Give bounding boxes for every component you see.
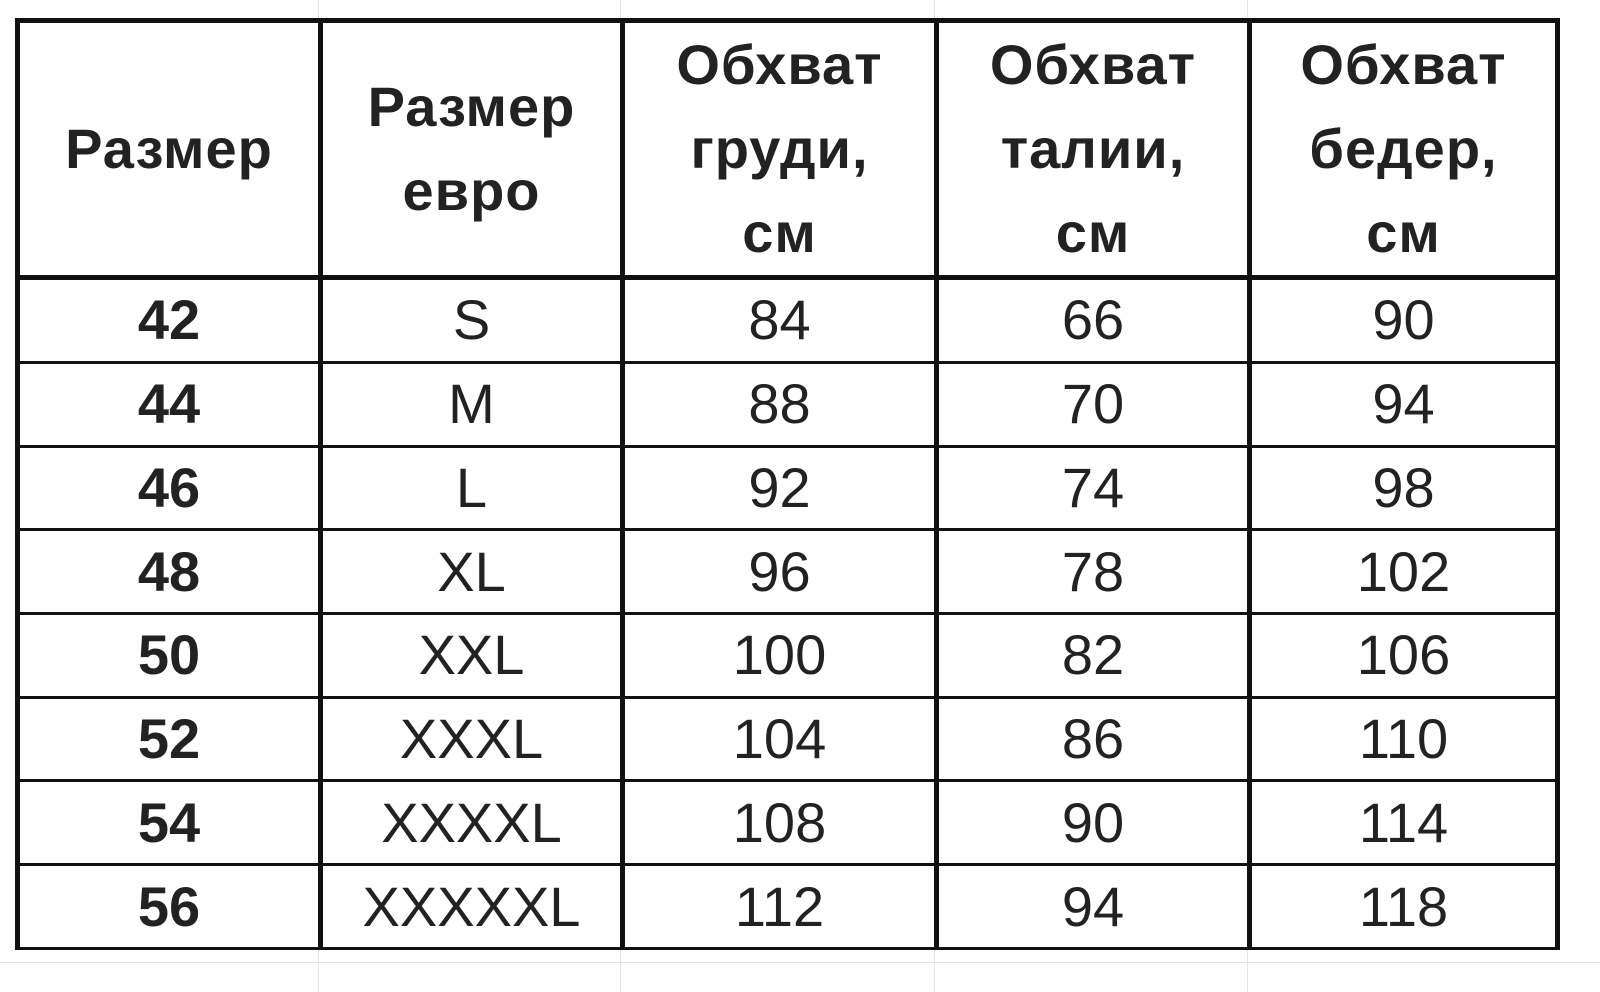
cell-waist: 82 [934,612,1252,699]
cell-euro-size: XL [318,528,625,616]
cell-chest: 92 [620,444,939,532]
cell-hips: 114 [1247,779,1560,867]
table-row: 54 XXXXL 108 90 114 [15,779,1560,867]
table-row: 44 M 88 70 94 [15,360,1560,448]
sheet-gridline [0,962,1600,963]
header-waist: Обхват талии, см [934,18,1252,280]
cell-euro-size: XXXXXL [318,863,625,950]
cell-euro-size: S [318,276,625,364]
cell-chest: 108 [620,779,939,867]
cell-waist: 74 [934,444,1252,532]
cell-euro-size: L [318,444,625,532]
cell-waist: 78 [934,528,1252,616]
cell-euro-size: XXXXL [318,779,625,867]
cell-hips: 110 [1247,695,1560,783]
cell-chest: 84 [620,276,939,364]
cell-size: 48 [15,528,323,616]
header-hips: Обхват бедер, см [1247,18,1560,280]
size-chart-table: Размер Размер евро Обхват груди, см Обхв… [15,18,1560,950]
table-row: 48 XL 96 78 102 [15,528,1560,616]
cell-waist: 66 [934,276,1252,364]
table-row: 42 S 84 66 90 [15,276,1560,364]
cell-size: 56 [15,863,323,950]
cell-waist: 70 [934,360,1252,448]
cell-hips: 90 [1247,276,1560,364]
table-row: 50 XXL 100 82 106 [15,612,1560,699]
cell-size: 44 [15,360,323,448]
cell-size: 50 [15,612,323,699]
cell-chest: 112 [620,863,939,950]
header-row: Размер Размер евро Обхват груди, см Обхв… [15,18,1560,280]
cell-chest: 88 [620,360,939,448]
cell-chest: 104 [620,695,939,783]
header-size: Размер [15,18,323,280]
cell-euro-size: M [318,360,625,448]
cell-waist: 90 [934,779,1252,867]
cell-size: 52 [15,695,323,783]
cell-size: 42 [15,276,323,364]
cell-size: 54 [15,779,323,867]
cell-hips: 102 [1247,528,1560,616]
table-row: 46 L 92 74 98 [15,444,1560,532]
header-chest: Обхват груди, см [620,18,939,280]
table-row: 52 XXXL 104 86 110 [15,695,1560,783]
cell-chest: 100 [620,612,939,699]
cell-euro-size: XXXL [318,695,625,783]
cell-waist: 94 [934,863,1252,950]
cell-hips: 98 [1247,444,1560,532]
cell-chest: 96 [620,528,939,616]
cell-size: 46 [15,444,323,532]
header-euro-size: Размер евро [318,18,625,280]
cell-hips: 106 [1247,612,1560,699]
cell-waist: 86 [934,695,1252,783]
cell-hips: 118 [1247,863,1560,950]
cell-hips: 94 [1247,360,1560,448]
table-row: 56 XXXXXL 112 94 118 [15,863,1560,950]
cell-euro-size: XXL [318,612,625,699]
